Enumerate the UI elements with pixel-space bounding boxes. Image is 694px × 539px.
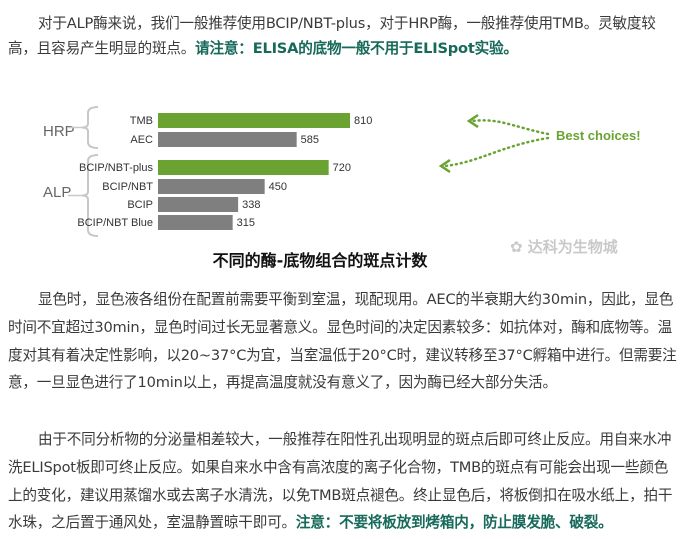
annotation-label: Best choices! xyxy=(556,128,641,143)
emphasis-note: 请注意：ELISA的底物一般不用于ELISpot实验。 xyxy=(195,40,518,57)
text: 高，且容易产生明显的斑点。 xyxy=(8,40,196,57)
bar-category-label: TMB xyxy=(130,115,153,127)
text: 水珠，之后置于通风处，室温静置晾干即可。 xyxy=(8,514,296,531)
arrowhead-icon xyxy=(438,158,451,174)
bar-value-label: 810 xyxy=(354,115,372,127)
bar-category-label: AEC xyxy=(130,134,153,146)
paragraph-3-line: 洗ELISpot板即可终止反应。如果自来水中含有高浓度的离子化合物，TMB的斑点… xyxy=(8,459,669,476)
bar xyxy=(158,179,265,194)
bar-value-label: 338 xyxy=(242,199,260,211)
bar xyxy=(158,215,233,230)
paragraph-2-line: 意，一旦显色进行了10min以上，再提高温度就没有意义了，因为酶已经大部分失活。 xyxy=(8,374,557,391)
paragraph-3-line: 由于不同分析物的分泌量相差较大，一般推荐在阳性孔出现明显的斑点后即可终止反应。用… xyxy=(38,431,672,448)
paragraph-2-line: 时间不宜超过30min，显色时间过长无显著意义。显色时间的决定因素较多：如抗体对… xyxy=(8,319,673,336)
dotted-arrow xyxy=(443,136,550,168)
bar-value-label: 720 xyxy=(333,162,351,174)
bar-category-label: BCIP/NBT-plus xyxy=(79,162,153,174)
bar xyxy=(158,113,350,128)
bar-category-label: BCIP xyxy=(127,199,153,211)
bar-value-label: 450 xyxy=(269,181,287,193)
paragraph-1-line: 高，且容易产生明显的斑点。请注意：ELISA的底物一般不用于ELISpot实验。 xyxy=(8,37,518,58)
group-label: ALP xyxy=(43,184,71,201)
paragraph-3-line: 上的变化，建议用蒸馏水或去离子水清洗，以免TMB斑点褪色。终止显色后，将板倒扣在… xyxy=(8,487,673,504)
paragraph-3-line: 水珠，之后置于通风处，室温静置晾干即可。注意：不要将板放到烤箱内，防止膜发脆、破… xyxy=(8,511,613,532)
dotted-arrow xyxy=(470,119,550,136)
bar xyxy=(158,160,329,175)
watermark-text: 达科为生物城 xyxy=(527,238,618,256)
paragraph-2-line: 显色时，显色液各组份在配置前需要平衡到室温，现配现用。AEC的半衰期大约30mi… xyxy=(38,291,674,308)
bar xyxy=(158,197,239,212)
chart-caption: 不同的酶-底物组合的斑点计数 xyxy=(212,251,428,270)
arrowhead-icon xyxy=(466,113,479,129)
emphasis-note: 注意：不要将板放到烤箱内，防止膜发脆、破裂。 xyxy=(295,514,613,531)
group-brace xyxy=(81,106,99,149)
paragraph-2-line: 度对其有着决定性影响，以20~37°C为宜，当室温低于20°C时，建议转移至37… xyxy=(8,347,677,364)
wechat-icon: ✿ xyxy=(510,238,528,256)
group-label: HRP xyxy=(43,123,75,140)
bar-value-label: 315 xyxy=(237,217,255,229)
bar-value-label: 585 xyxy=(301,134,319,146)
bar xyxy=(158,132,297,147)
watermark: ✿ 达科为生物城 xyxy=(510,236,618,257)
enzyme-substrate-chart: HRP TMB 810 AEC 585 ALP BCIP/NBT-plus 720 BCIP/N… xyxy=(43,106,641,237)
bar-category-label: BCIP/NBT Blue xyxy=(77,217,153,229)
bar-category-label: BCIP/NBT xyxy=(102,181,153,193)
paragraph-1-line: 对于ALP酶来说，我们一般推荐使用BCIP/NBT-plus，对于HRP酶，一般… xyxy=(38,15,656,32)
